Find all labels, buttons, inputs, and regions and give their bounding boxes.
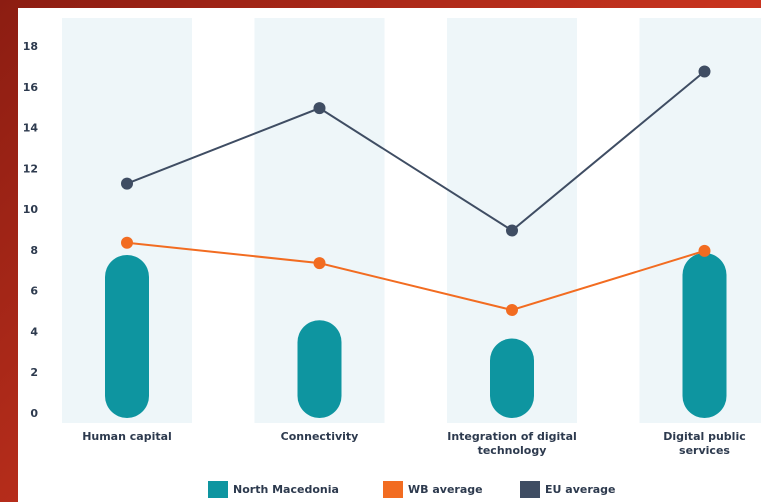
line	[126, 70, 706, 232]
y-tick-label: 10	[23, 203, 39, 216]
y-tick-label: 18	[23, 40, 38, 53]
line	[126, 241, 705, 312]
point	[121, 236, 133, 249]
legend-swatch	[383, 481, 403, 498]
point	[121, 177, 133, 190]
y-tick-label: 0	[30, 407, 38, 420]
x-tick-label: Human capital	[82, 430, 172, 443]
y-tick-label: 4	[30, 325, 38, 338]
point	[698, 244, 711, 257]
x-tick-label: Digital public services	[663, 430, 746, 457]
y-tick-label: 14	[23, 122, 39, 135]
legend-swatch	[520, 481, 540, 498]
y-tick-label: 16	[23, 81, 39, 94]
legend-label: EU average	[545, 483, 616, 496]
y-tick-label: 6	[30, 285, 38, 298]
x-tick-label: Integration of digital technology	[447, 430, 577, 457]
legend-label: North Macedonia	[233, 483, 339, 496]
point	[506, 304, 518, 317]
y-tick-label: 8	[30, 244, 38, 257]
legend-label: WB average	[408, 483, 483, 496]
x-tick-label: Connectivity	[280, 430, 359, 443]
legend-swatch	[208, 481, 228, 498]
point	[698, 65, 711, 78]
y-tick-label: 2	[30, 366, 38, 379]
point	[506, 224, 518, 237]
point	[313, 257, 326, 270]
bar	[682, 252, 727, 418]
y-tick-label: 12	[23, 162, 38, 175]
bar	[297, 320, 342, 418]
bar	[490, 338, 534, 418]
point	[313, 102, 326, 115]
bar	[105, 254, 149, 418]
